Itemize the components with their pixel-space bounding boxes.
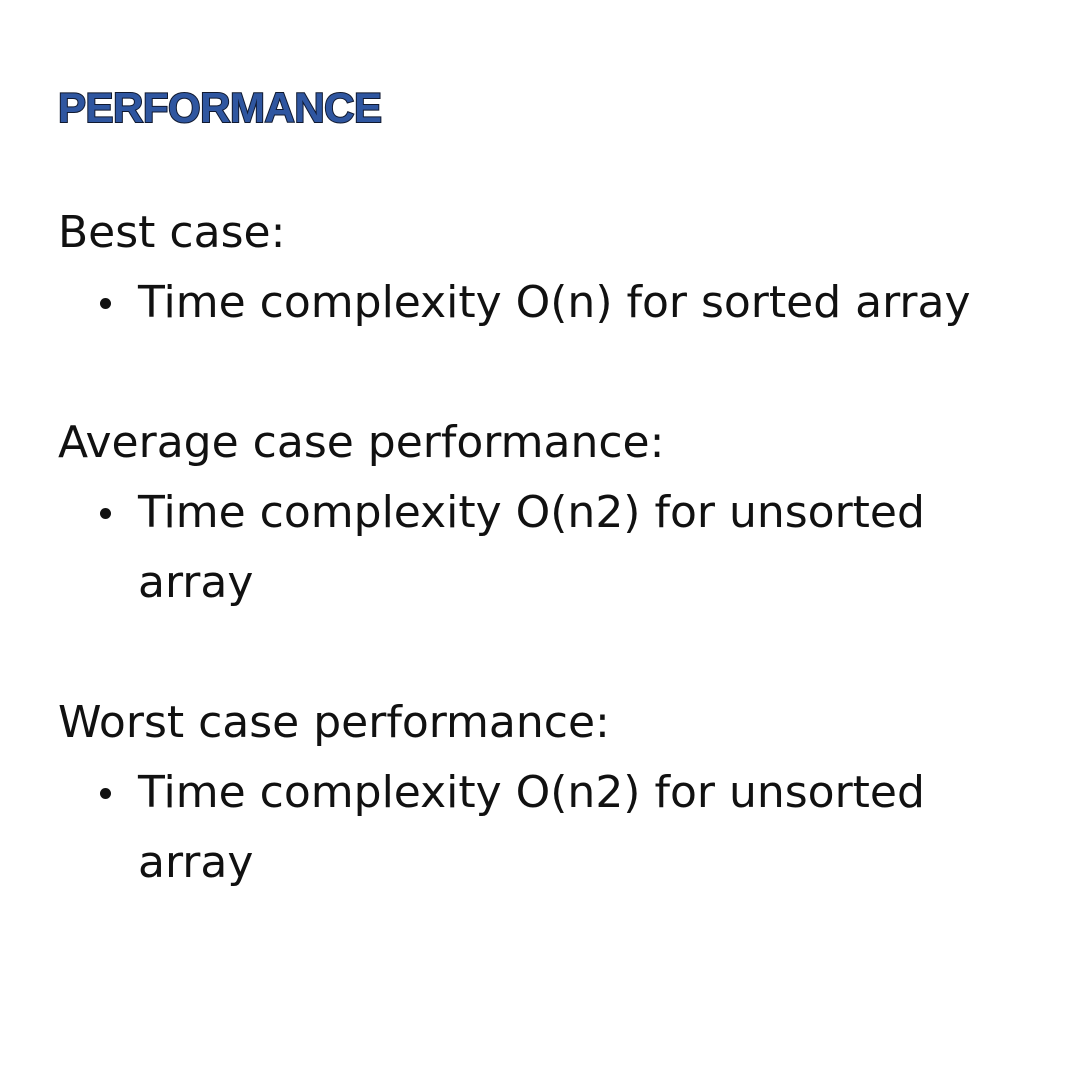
bullet-text: Time complexity O(n2) for unsorted array: [138, 767, 925, 888]
page-title: PERFORMANCE: [57, 83, 383, 132]
section-worst-case: Worst case performance: Time complexity …: [58, 688, 1020, 898]
section-heading-worst-case: Worst case performance:: [58, 697, 610, 748]
list-item: Time complexity O(n2) for unsorted array: [58, 758, 1020, 898]
bullet-icon: [100, 298, 111, 309]
bullet-text: Time complexity O(n2) for unsorted array: [138, 487, 925, 608]
bullet-list-average-case: Time complexity O(n2) for unsorted array: [58, 478, 1020, 618]
bullet-icon: [100, 788, 111, 799]
bullet-text: Time complexity O(n) for sorted array: [138, 277, 971, 328]
section-average-case: Average case performance: Time complexit…: [58, 408, 1020, 618]
section-best-case: Best case: Time complexity O(n) for sort…: [58, 198, 1020, 338]
list-item: Time complexity O(n2) for unsorted array: [58, 478, 1020, 618]
bullet-icon: [100, 508, 111, 519]
section-heading-best-case: Best case:: [58, 207, 286, 258]
list-item: Time complexity O(n) for sorted array: [58, 268, 1020, 338]
section-heading-average-case: Average case performance:: [58, 417, 665, 468]
bullet-list-best-case: Time complexity O(n) for sorted array: [58, 268, 1020, 338]
bullet-list-worst-case: Time complexity O(n2) for unsorted array: [58, 758, 1020, 898]
performance-sections: Best case: Time complexity O(n) for sort…: [58, 198, 1020, 968]
